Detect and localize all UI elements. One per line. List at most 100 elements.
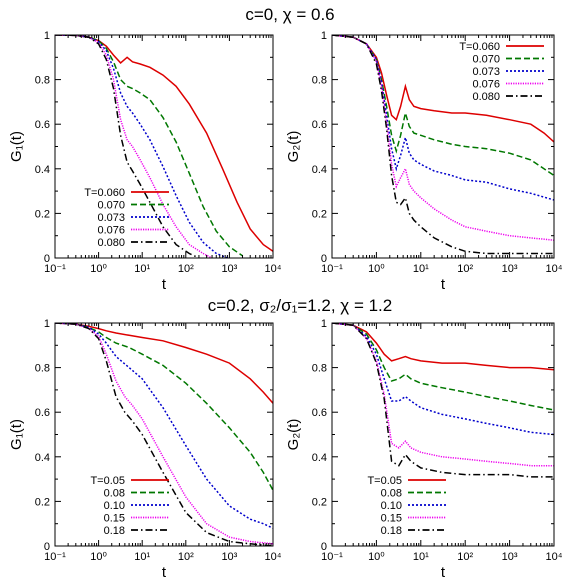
y-tick-label: 0.6 — [35, 407, 50, 419]
series-line-5 — [55, 323, 273, 546]
y-tick-label: 0.2 — [312, 208, 327, 220]
legend-entry-label: 0.10 — [104, 500, 125, 512]
y-tick-label: 0.8 — [312, 75, 327, 87]
row-title-bottom: c=0.2, σ₂/σ₁=1.2, χ = 1.2 — [208, 296, 393, 315]
y-tick-label: 0 — [44, 541, 50, 553]
x-tick-label: 10⁰ — [90, 551, 107, 563]
x-tick-label: 10⁴ — [265, 551, 282, 563]
y-tick-label: 0 — [44, 253, 50, 265]
row-title-top: c=0, χ = 0.6 — [245, 5, 334, 24]
series-line-4 — [332, 35, 554, 241]
plot-frame — [331, 34, 555, 259]
series-line-5 — [332, 323, 554, 478]
series-line-3 — [55, 35, 228, 258]
series-line-5 — [55, 35, 200, 258]
y-tick-label: 0.8 — [35, 75, 50, 87]
y-tick-label: 0.6 — [35, 119, 50, 131]
legend-entry-label: 0.073 — [472, 66, 500, 78]
plot-frame — [54, 34, 274, 259]
y-tick-label: 0.2 — [35, 496, 50, 508]
x-axis-label: t — [162, 276, 167, 293]
legend-entry-label: 0.076 — [97, 225, 125, 237]
y-axis-label: G₁(t) — [8, 131, 25, 162]
chart-panel-1: 10⁻¹ 10⁰ 10¹ 10² 10³ 10⁴ 0 0.2 0.4 0.6 0.8 1 t G₁(t) T… — [8, 30, 282, 293]
y-tick-label: 0.2 — [312, 496, 327, 508]
series-line-3 — [332, 323, 554, 436]
legend-entry-label: 0.10 — [381, 500, 402, 512]
x-tick-label: 10⁻¹ — [321, 263, 343, 275]
y-axis-label: G₁(t) — [8, 419, 25, 450]
x-axis-label: t — [162, 564, 167, 581]
y-tick-label: 1 — [321, 318, 327, 330]
legend-entry-label: T=0.05 — [367, 475, 402, 487]
x-tick-label: 10³ — [221, 551, 237, 563]
legend: T=0.050.080.100.150.18 — [367, 475, 446, 537]
legend-entry-label: T=0.060 — [459, 41, 500, 53]
x-axis-label: t — [441, 564, 446, 581]
series-line-1 — [332, 323, 554, 371]
x-tick-label: 10⁴ — [546, 551, 563, 563]
y-axis-label: G₂(t) — [285, 419, 302, 451]
x-axis-label: t — [441, 276, 446, 293]
x-tick-label: 10¹ — [134, 263, 150, 275]
x-tick-label: 10¹ — [413, 551, 429, 563]
y-tick-label: 0.4 — [35, 452, 50, 464]
x-tick-label: 10² — [178, 263, 194, 275]
legend-entry-label: T=0.05 — [90, 475, 125, 487]
y-tick-label: 0.6 — [312, 407, 327, 419]
y-tick-label: 0.6 — [312, 119, 327, 131]
x-tick-label: 10⁰ — [90, 263, 107, 275]
legend-entry-label: 0.15 — [381, 513, 402, 525]
chart-panel-2: 10⁻¹ 10⁰ 10¹ 10² 10³ 10⁴ 0 0.2 0.4 0.6 0.8 1 t G₂(t) T… — [285, 30, 563, 293]
x-tick-label: 10² — [457, 551, 473, 563]
series-line-3 — [332, 35, 554, 201]
y-tick-label: 0.8 — [312, 363, 327, 375]
series-line-1 — [55, 323, 273, 404]
legend-entry-label: 0.15 — [104, 513, 125, 525]
legend-entry-label: 0.18 — [104, 525, 125, 537]
plot-frame — [331, 322, 555, 547]
series-line-4 — [55, 323, 273, 545]
series-line-2 — [55, 35, 243, 257]
series-line-3 — [55, 323, 273, 529]
x-tick-label: 10⁰ — [368, 263, 385, 275]
y-tick-label: 0.4 — [312, 452, 327, 464]
series-line-1 — [332, 35, 554, 143]
legend-entry-label: 0.08 — [381, 488, 402, 500]
x-tick-label: 10² — [178, 551, 194, 563]
y-tick-label: 0 — [321, 541, 327, 553]
x-tick-label: 10⁻¹ — [44, 263, 66, 275]
legend-entry-label: 0.080 — [472, 91, 500, 103]
x-tick-label: 10³ — [221, 263, 237, 275]
x-tick-label: 10³ — [502, 263, 518, 275]
legend-entry-label: 0.080 — [97, 237, 125, 249]
x-tick-label: 10⁻¹ — [44, 551, 66, 563]
x-tick-label: 10⁴ — [265, 263, 282, 275]
x-tick-label: 10³ — [502, 551, 518, 563]
series-line-2 — [332, 35, 554, 177]
legend-entry-label: 0.070 — [472, 54, 500, 66]
legend-entry-label: 0.073 — [97, 212, 125, 224]
y-tick-label: 0.4 — [35, 164, 50, 176]
chart-panel-4: 10⁻¹ 10⁰ 10¹ 10² 10³ 10⁴ 0 0.2 0.4 0.6 0.8 1 t G₂(t) T… — [285, 318, 563, 581]
x-tick-label: 10² — [457, 263, 473, 275]
x-tick-label: 10⁴ — [546, 263, 563, 275]
x-tick-label: 10⁻¹ — [321, 551, 343, 563]
x-tick-label: 10¹ — [134, 551, 150, 563]
chart-panel-3: 10⁻¹ 10⁰ 10¹ 10² 10³ 10⁴ 0 0.2 0.4 0.6 0.8 1 t G₁(t) T… — [8, 318, 282, 581]
panels: 10⁻¹ 10⁰ 10¹ 10² 10³ 10⁴ 0 0.2 0.4 0.6 0.8 1 t G₁(t) T… — [8, 30, 563, 581]
x-tick-label: 10⁰ — [368, 551, 385, 563]
y-tick-label: 1 — [44, 318, 50, 330]
y-tick-label: 1 — [44, 30, 50, 42]
y-tick-label: 1 — [321, 30, 327, 42]
series-line-2 — [55, 323, 273, 491]
series-line-4 — [55, 35, 213, 258]
legend-entry-label: 0.076 — [472, 79, 500, 91]
x-tick-label: 10¹ — [413, 263, 429, 275]
y-tick-label: 0.8 — [35, 363, 50, 375]
legend-entry-label: 0.18 — [381, 525, 402, 537]
legend-entry-label: 0.070 — [97, 200, 125, 212]
